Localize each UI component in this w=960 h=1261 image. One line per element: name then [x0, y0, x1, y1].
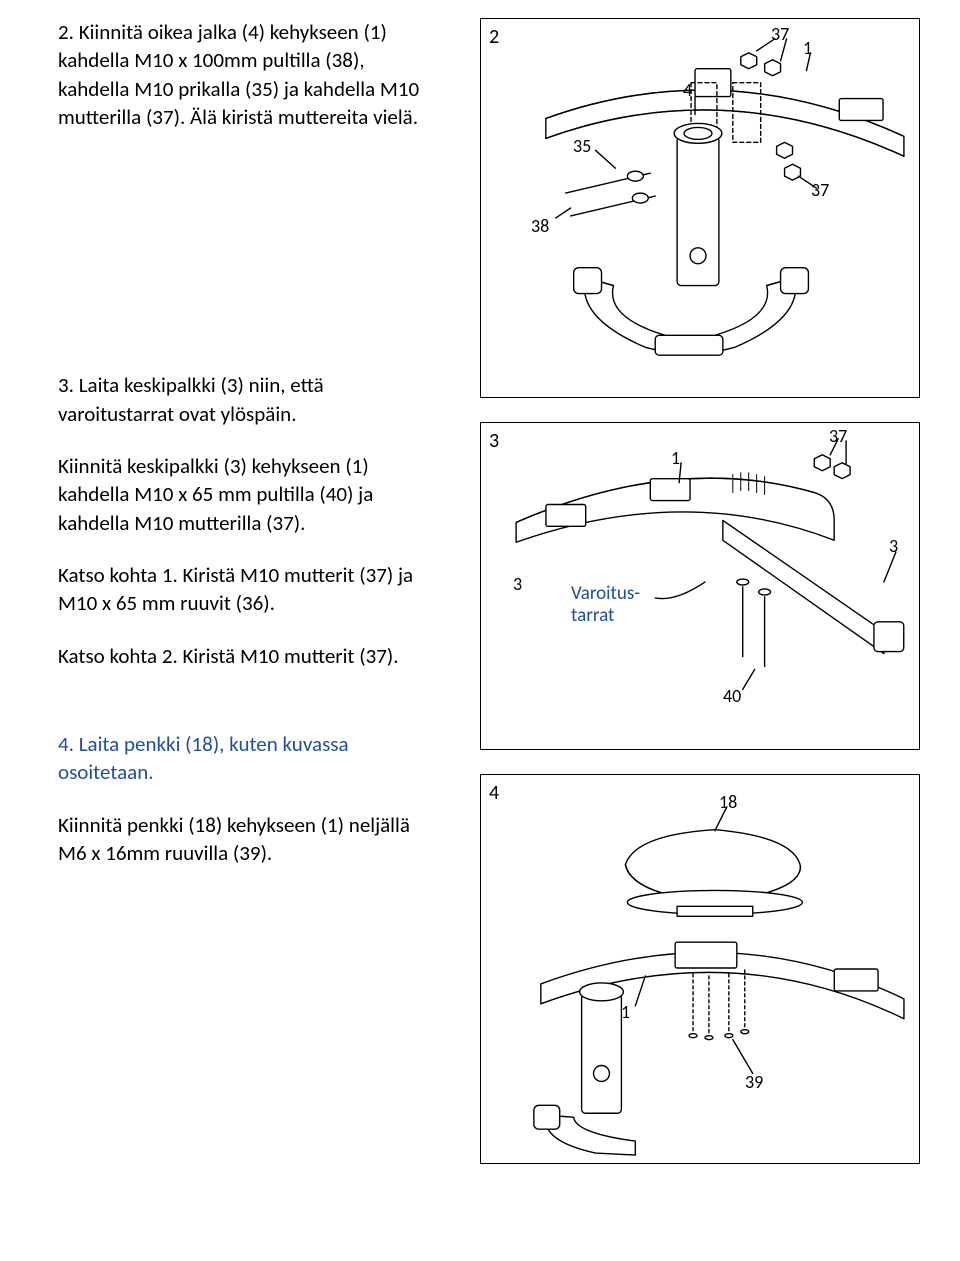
text-line: Kiinnitä keskipalkki (3) kehykseen (1) [58, 452, 458, 480]
callout-35: 35 [573, 135, 591, 157]
figure-2-art [481, 19, 919, 397]
text-line: kahdella M10 mutterilla (37). [58, 509, 458, 537]
callout-1: 1 [671, 447, 680, 469]
text-line: 2. Kiinnitä oikea jalka (4) kehykseen (1… [58, 18, 458, 46]
text-line: osoitetaan. [58, 758, 458, 786]
step-3-text: 3. Laita keskipalkki (3) niin, että varo… [58, 371, 458, 670]
figure-2: 2 [480, 18, 920, 398]
figure-3-art [481, 423, 919, 749]
callout-1: 1 [621, 1001, 630, 1023]
callout-39: 39 [745, 1071, 763, 1093]
callout-40: 40 [723, 685, 741, 707]
callout-4: 4 [683, 79, 692, 101]
callout-18: 18 [719, 791, 737, 813]
step-4-text: 4. Laita penkki (18), kuten kuvassa osoi… [58, 730, 458, 867]
callout-3: 3 [889, 535, 898, 557]
figure-4: 4 [480, 774, 920, 1164]
text-line: kahdella M10 x 100mm pultilla (38), [58, 46, 458, 74]
callout-varoitustarrat: Varoitus- tarrat [571, 583, 640, 627]
text-line: Kiinnitä penkki (18) kehykseen (1) neljä… [58, 811, 458, 839]
callout-1: 1 [803, 37, 812, 59]
callout-37: 37 [811, 179, 829, 201]
step-2-text: 2. Kiinnitä oikea jalka (4) kehykseen (1… [58, 18, 458, 131]
callout-3: 3 [513, 573, 522, 595]
figure-4-art [481, 775, 919, 1163]
text-line: 3. Laita keskipalkki (3) niin, että [58, 371, 458, 399]
text-line: kahdella M10 x 65 mm pultilla (40) ja [58, 480, 458, 508]
callout-37: 37 [829, 425, 847, 447]
text-line: M6 x 16mm ruuvilla (39). [58, 839, 458, 867]
text-line: 4. Laita penkki (18), kuten kuvassa [58, 730, 458, 758]
text-line: M10 x 65 mm ruuvit (36). [58, 589, 458, 617]
text-line: Katso kohta 2. Kiristä M10 mutterit (37)… [58, 642, 458, 670]
text-line: Katso kohta 1. Kiristä M10 mutterit (37)… [58, 561, 458, 589]
text-line: kahdella M10 prikalla (35) ja kahdella M… [58, 75, 458, 103]
figure-3: 3 [480, 422, 920, 750]
callout-37: 37 [771, 23, 789, 45]
callout-38: 38 [531, 215, 549, 237]
text-line: varoitustarrat ovat ylöspäin. [58, 400, 458, 428]
text-line: mutterilla (37). Älä kiristä muttereita … [58, 103, 458, 131]
